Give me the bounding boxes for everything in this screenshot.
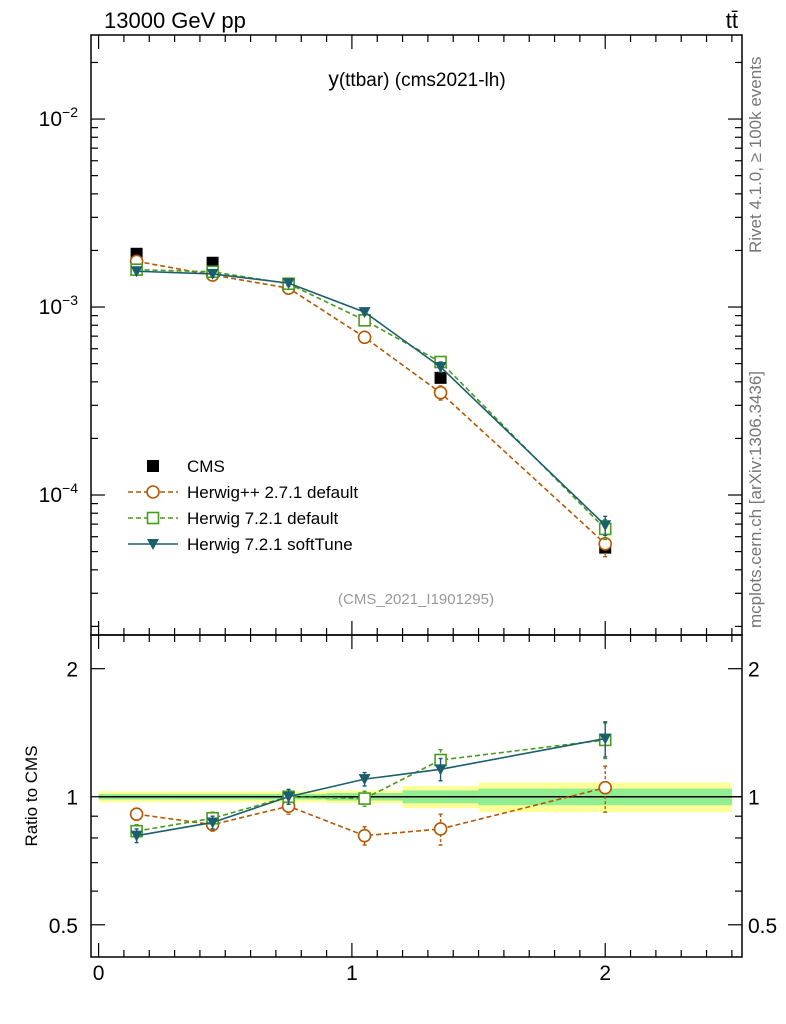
series-herwig721 bbox=[130, 722, 612, 839]
legend-marker-herwigpp bbox=[146, 485, 160, 499]
point-softtune bbox=[358, 774, 371, 786]
legend-label-herwigpp: Herwig++ 2.7.1 default bbox=[187, 483, 358, 502]
point-herwigpp bbox=[357, 330, 372, 345]
ytick-exponent: −4 bbox=[62, 480, 78, 496]
legend-marker-herwig721 bbox=[146, 511, 160, 525]
legend-label-herwig721: Herwig 7.2.1 default bbox=[187, 509, 338, 528]
xtick-label: 1 bbox=[346, 962, 358, 985]
plot-title-sub: (ttbar) (cms2021-lh) bbox=[339, 70, 506, 91]
ratio-ytick-label-left: 0.5 bbox=[49, 915, 78, 938]
series-line-herwig721 bbox=[136, 739, 606, 832]
point-softtune bbox=[130, 830, 143, 842]
ratio-uncertainty-bands bbox=[98, 782, 742, 813]
rivet-version-label: Rivet 4.1.0, ≥ 100k events bbox=[746, 57, 765, 253]
main-series-group bbox=[129, 247, 613, 558]
point-herwigpp bbox=[598, 537, 613, 551]
legend-label-softtune: Herwig 7.2.1 softTune bbox=[187, 535, 353, 554]
main-axis-ticks: 10−210−310−4 bbox=[39, 35, 742, 635]
point-softtune bbox=[599, 733, 612, 745]
series-softtune bbox=[130, 266, 612, 537]
ratio-ytick-label-right: 1 bbox=[748, 787, 760, 810]
main-panel: y(ttbar) (cms2021-lh) (CMS_2021_I1901295… bbox=[39, 34, 743, 636]
point-softtune bbox=[130, 266, 143, 278]
ratio-ytick-label-left: 1 bbox=[66, 787, 78, 810]
point-softtune bbox=[599, 520, 612, 532]
point-herwigpp bbox=[433, 822, 448, 836]
point-softtune bbox=[206, 268, 219, 280]
ratio-ytick-label-left: 2 bbox=[66, 659, 78, 682]
series-line-softtune bbox=[136, 270, 606, 526]
legend-marker-softtune bbox=[147, 539, 159, 550]
main-ytick-label: 10−4 bbox=[39, 480, 79, 507]
ytick-base: 10 bbox=[39, 484, 62, 507]
point-herwigpp bbox=[357, 828, 372, 843]
plot-title-main: y bbox=[328, 68, 339, 91]
xtick-label: 2 bbox=[599, 962, 611, 985]
mcplots-label: mcplots.cern.ch [arXiv:1306.3436] bbox=[746, 371, 765, 628]
point-herwigpp bbox=[598, 780, 613, 795]
series-line-herwig721 bbox=[136, 268, 606, 530]
series-line-softtune bbox=[136, 737, 606, 837]
ratio-ytick-label-right: 0.5 bbox=[748, 915, 777, 938]
point-cms bbox=[434, 371, 447, 384]
point-softtune bbox=[206, 817, 219, 829]
plot-title: y(ttbar) (cms2021-lh) bbox=[328, 68, 505, 91]
series-line-herwigpp bbox=[136, 786, 606, 837]
legend-item-herwig721: Herwig 7.2.1 default bbox=[128, 509, 338, 528]
ratio-ylabel: Ratio to CMS bbox=[22, 745, 41, 846]
ytick-exponent: −2 bbox=[62, 104, 78, 120]
xtick-label: 0 bbox=[93, 962, 105, 985]
point-herwigpp bbox=[433, 385, 448, 400]
ratio-panel-frame bbox=[90, 634, 743, 958]
series-softtune bbox=[130, 721, 612, 844]
legend-item-softtune: Herwig 7.2.1 softTune bbox=[128, 535, 353, 554]
legend-item-cms: CMS bbox=[147, 457, 225, 476]
ratio-ytick-label-right: 2 bbox=[748, 659, 760, 682]
energy-label: 13000 GeV pp bbox=[104, 8, 246, 33]
series-cms bbox=[130, 247, 612, 554]
point-softtune bbox=[434, 361, 447, 373]
analysis-id-label: (CMS_2021_I1901295) bbox=[338, 591, 494, 608]
point-softtune bbox=[358, 307, 371, 319]
ratio-panel: Ratio to CMS 2 2 1 1 0.5 0.5 0 1 2 bbox=[22, 634, 777, 985]
legend: CMS Herwig++ 2.7.1 default Herwig 7.2.1 de… bbox=[128, 457, 358, 554]
point-softtune bbox=[282, 278, 295, 290]
point-herwig721 bbox=[358, 792, 371, 805]
ytick-base: 10 bbox=[39, 296, 62, 319]
ratio-series-group bbox=[129, 721, 613, 846]
legend-label-cms: CMS bbox=[187, 457, 225, 476]
ytick-exponent: −3 bbox=[62, 292, 78, 308]
main-ytick-label: 10−3 bbox=[39, 292, 79, 319]
point-herwigpp bbox=[129, 807, 144, 821]
ytick-base: 10 bbox=[39, 108, 62, 131]
point-softtune bbox=[434, 764, 447, 776]
legend-marker-cms bbox=[147, 460, 159, 472]
main-ytick-label: 10−2 bbox=[39, 104, 79, 131]
legend-item-herwigpp: Herwig++ 2.7.1 default bbox=[128, 483, 358, 502]
process-label: tt̄ bbox=[726, 8, 738, 33]
ratio-axis-ticks: 2 2 1 1 0.5 0.5 0 1 2 bbox=[49, 635, 777, 985]
point-softtune bbox=[282, 791, 295, 803]
